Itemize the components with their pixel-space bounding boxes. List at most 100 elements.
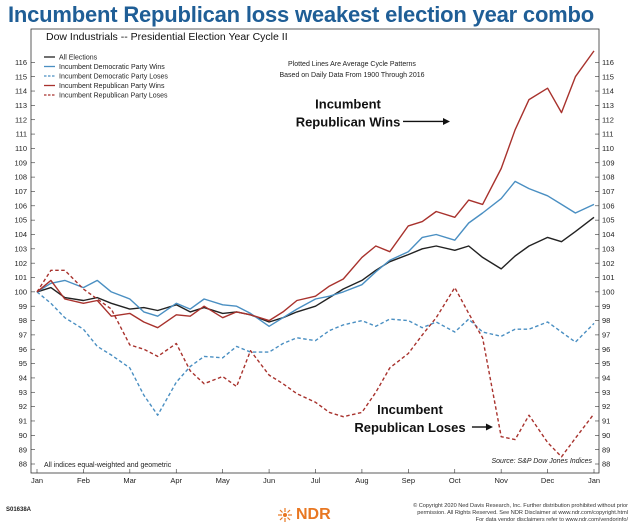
y-tick-label: 92 xyxy=(602,402,610,411)
x-axis: Jan Feb Mar Apr May Jun Jul Aug Sep Oct Nov Dec Jan xyxy=(31,469,600,485)
copyright-line: For data vendor disclaimers refer to www… xyxy=(475,517,628,523)
x-tick-label: Mar xyxy=(123,476,136,485)
y-tick-label: 95 xyxy=(19,359,27,368)
y-tick-label: 92 xyxy=(19,402,27,411)
series-lines xyxy=(36,50,595,458)
y-tick-label: 114 xyxy=(15,87,27,96)
legend-label: Incumbent Democratic Party Loses xyxy=(59,73,168,80)
y-tick-label: 97 xyxy=(19,330,27,339)
y-tick-label: 88 xyxy=(602,460,610,469)
y-tick-label: 109 xyxy=(602,158,615,167)
x-tick-label: Jul xyxy=(311,476,321,485)
y-tick-label: 90 xyxy=(19,431,27,440)
chart-source: Source: S&P Dow Jones Indices xyxy=(491,458,592,465)
annotation-text: Incumbent xyxy=(315,96,381,111)
series-line xyxy=(36,50,595,329)
y-tick-label: 115 xyxy=(15,72,27,81)
x-tick-label: Apr xyxy=(170,476,182,485)
legend-label: Incumbent Republican Party Loses xyxy=(59,92,168,99)
annotation-text: Incumbent xyxy=(377,402,443,417)
x-tick-label: Nov xyxy=(494,476,508,485)
y-tick-label: 93 xyxy=(602,388,610,397)
y-tick-label: 113 xyxy=(15,101,27,110)
y-tick-label: 111 xyxy=(16,130,27,139)
x-tick-label: Jun xyxy=(263,476,275,485)
y-tick-label: 109 xyxy=(14,158,27,167)
x-tick-label: Sep xyxy=(402,476,415,485)
y-tick-label: 99 xyxy=(19,302,27,311)
chart-footnote: All indices equal-weighted and geometric xyxy=(44,462,172,469)
y-tick-label: 104 xyxy=(14,230,27,239)
chart-code: S01638A xyxy=(6,507,32,513)
ndr-logo: NDR xyxy=(296,506,331,523)
annotation-text: Republican Loses xyxy=(354,420,465,435)
y-tick-label: 102 xyxy=(602,259,615,268)
legend-label: Incumbent Republican Party Wins xyxy=(59,83,165,90)
chart-note-line-2: Based on Daily Data From 1900 Through 20… xyxy=(279,72,424,79)
series-line xyxy=(36,216,595,323)
copyright-line: © Copyright 2020 Ned Davis Research, Inc… xyxy=(413,503,628,509)
y-axis-left: 88 89 90 91 92 93 94 95 96 97 98 99 100 101 102 103 104 1… xyxy=(14,58,35,469)
x-tick-label: Aug xyxy=(355,476,368,485)
y-tick-label: 108 xyxy=(14,173,27,182)
y-tick-label: 96 xyxy=(602,345,610,354)
chart-note-line-1: Plotted Lines Are Average Cycle Patterns xyxy=(288,61,416,68)
ndr-logo-icon xyxy=(278,508,292,522)
y-tick-label: 114 xyxy=(602,87,614,96)
y-tick-label: 91 xyxy=(602,417,610,426)
legend: All Elections Incumbent Democratic Party … xyxy=(44,54,168,99)
y-tick-label: 99 xyxy=(602,302,610,311)
y-tick-label: 102 xyxy=(14,259,27,268)
plot-frame xyxy=(30,28,600,474)
y-tick-label: 98 xyxy=(602,316,610,325)
y-tick-label: 96 xyxy=(19,345,27,354)
y-tick-label: 107 xyxy=(14,187,27,196)
y-tick-label: 105 xyxy=(14,216,27,225)
y-axis-right: 88 89 90 91 92 93 94 95 96 97 98 99 100 101 102 103 104 1… xyxy=(595,58,615,469)
y-tick-label: 98 xyxy=(19,316,27,325)
legend-label: Incumbent Democratic Party Wins xyxy=(59,64,165,71)
y-tick-label: 100 xyxy=(14,287,27,296)
x-tick-label: Jan xyxy=(588,476,600,485)
annotation-text: Republican Wins xyxy=(296,114,401,129)
y-tick-label: 106 xyxy=(14,201,27,210)
y-tick-label: 115 xyxy=(602,72,614,81)
y-tick-label: 112 xyxy=(602,115,614,124)
y-tick-label: 89 xyxy=(602,445,610,454)
y-tick-label: 103 xyxy=(602,244,615,253)
series-line xyxy=(36,291,595,416)
x-tick-label: Jan xyxy=(31,476,43,485)
y-tick-label: 106 xyxy=(602,201,615,210)
y-tick-label: 111 xyxy=(602,130,613,139)
y-tick-label: 113 xyxy=(602,101,614,110)
x-tick-label: Oct xyxy=(449,476,462,485)
y-tick-label: 101 xyxy=(602,273,615,282)
annotation-arrowhead xyxy=(443,117,451,125)
y-tick-label: 88 xyxy=(19,460,27,469)
y-tick-label: 94 xyxy=(19,374,27,383)
series-line xyxy=(36,269,595,458)
series-line xyxy=(36,180,595,327)
y-tick-label: 103 xyxy=(14,244,27,253)
y-tick-label: 110 xyxy=(15,144,27,153)
y-tick-label: 108 xyxy=(602,173,615,182)
legend-label: All Elections xyxy=(59,54,98,61)
x-tick-label: Feb xyxy=(77,476,90,485)
y-tick-label: 94 xyxy=(602,374,610,383)
y-tick-label: 104 xyxy=(602,230,615,239)
y-tick-label: 110 xyxy=(602,144,614,153)
y-tick-label: 95 xyxy=(602,359,610,368)
y-tick-label: 107 xyxy=(602,187,615,196)
y-tick-label: 116 xyxy=(15,58,27,67)
y-tick-label: 112 xyxy=(15,115,27,124)
copyright-line: permission. All Rights Reserved. See NDR… xyxy=(417,510,628,516)
annotations: Incumbent Republican Wins Incumbent Republi… xyxy=(296,96,493,435)
y-tick-label: 116 xyxy=(602,58,614,67)
y-tick-label: 89 xyxy=(19,445,27,454)
annotation-arrowhead xyxy=(485,423,493,431)
y-tick-label: 91 xyxy=(19,417,27,426)
y-tick-label: 97 xyxy=(602,330,610,339)
headline: Incumbent Republican loss weakest electi… xyxy=(8,2,595,27)
copyright-notice: © Copyright 2020 Ned Davis Research, Inc… xyxy=(358,503,628,524)
